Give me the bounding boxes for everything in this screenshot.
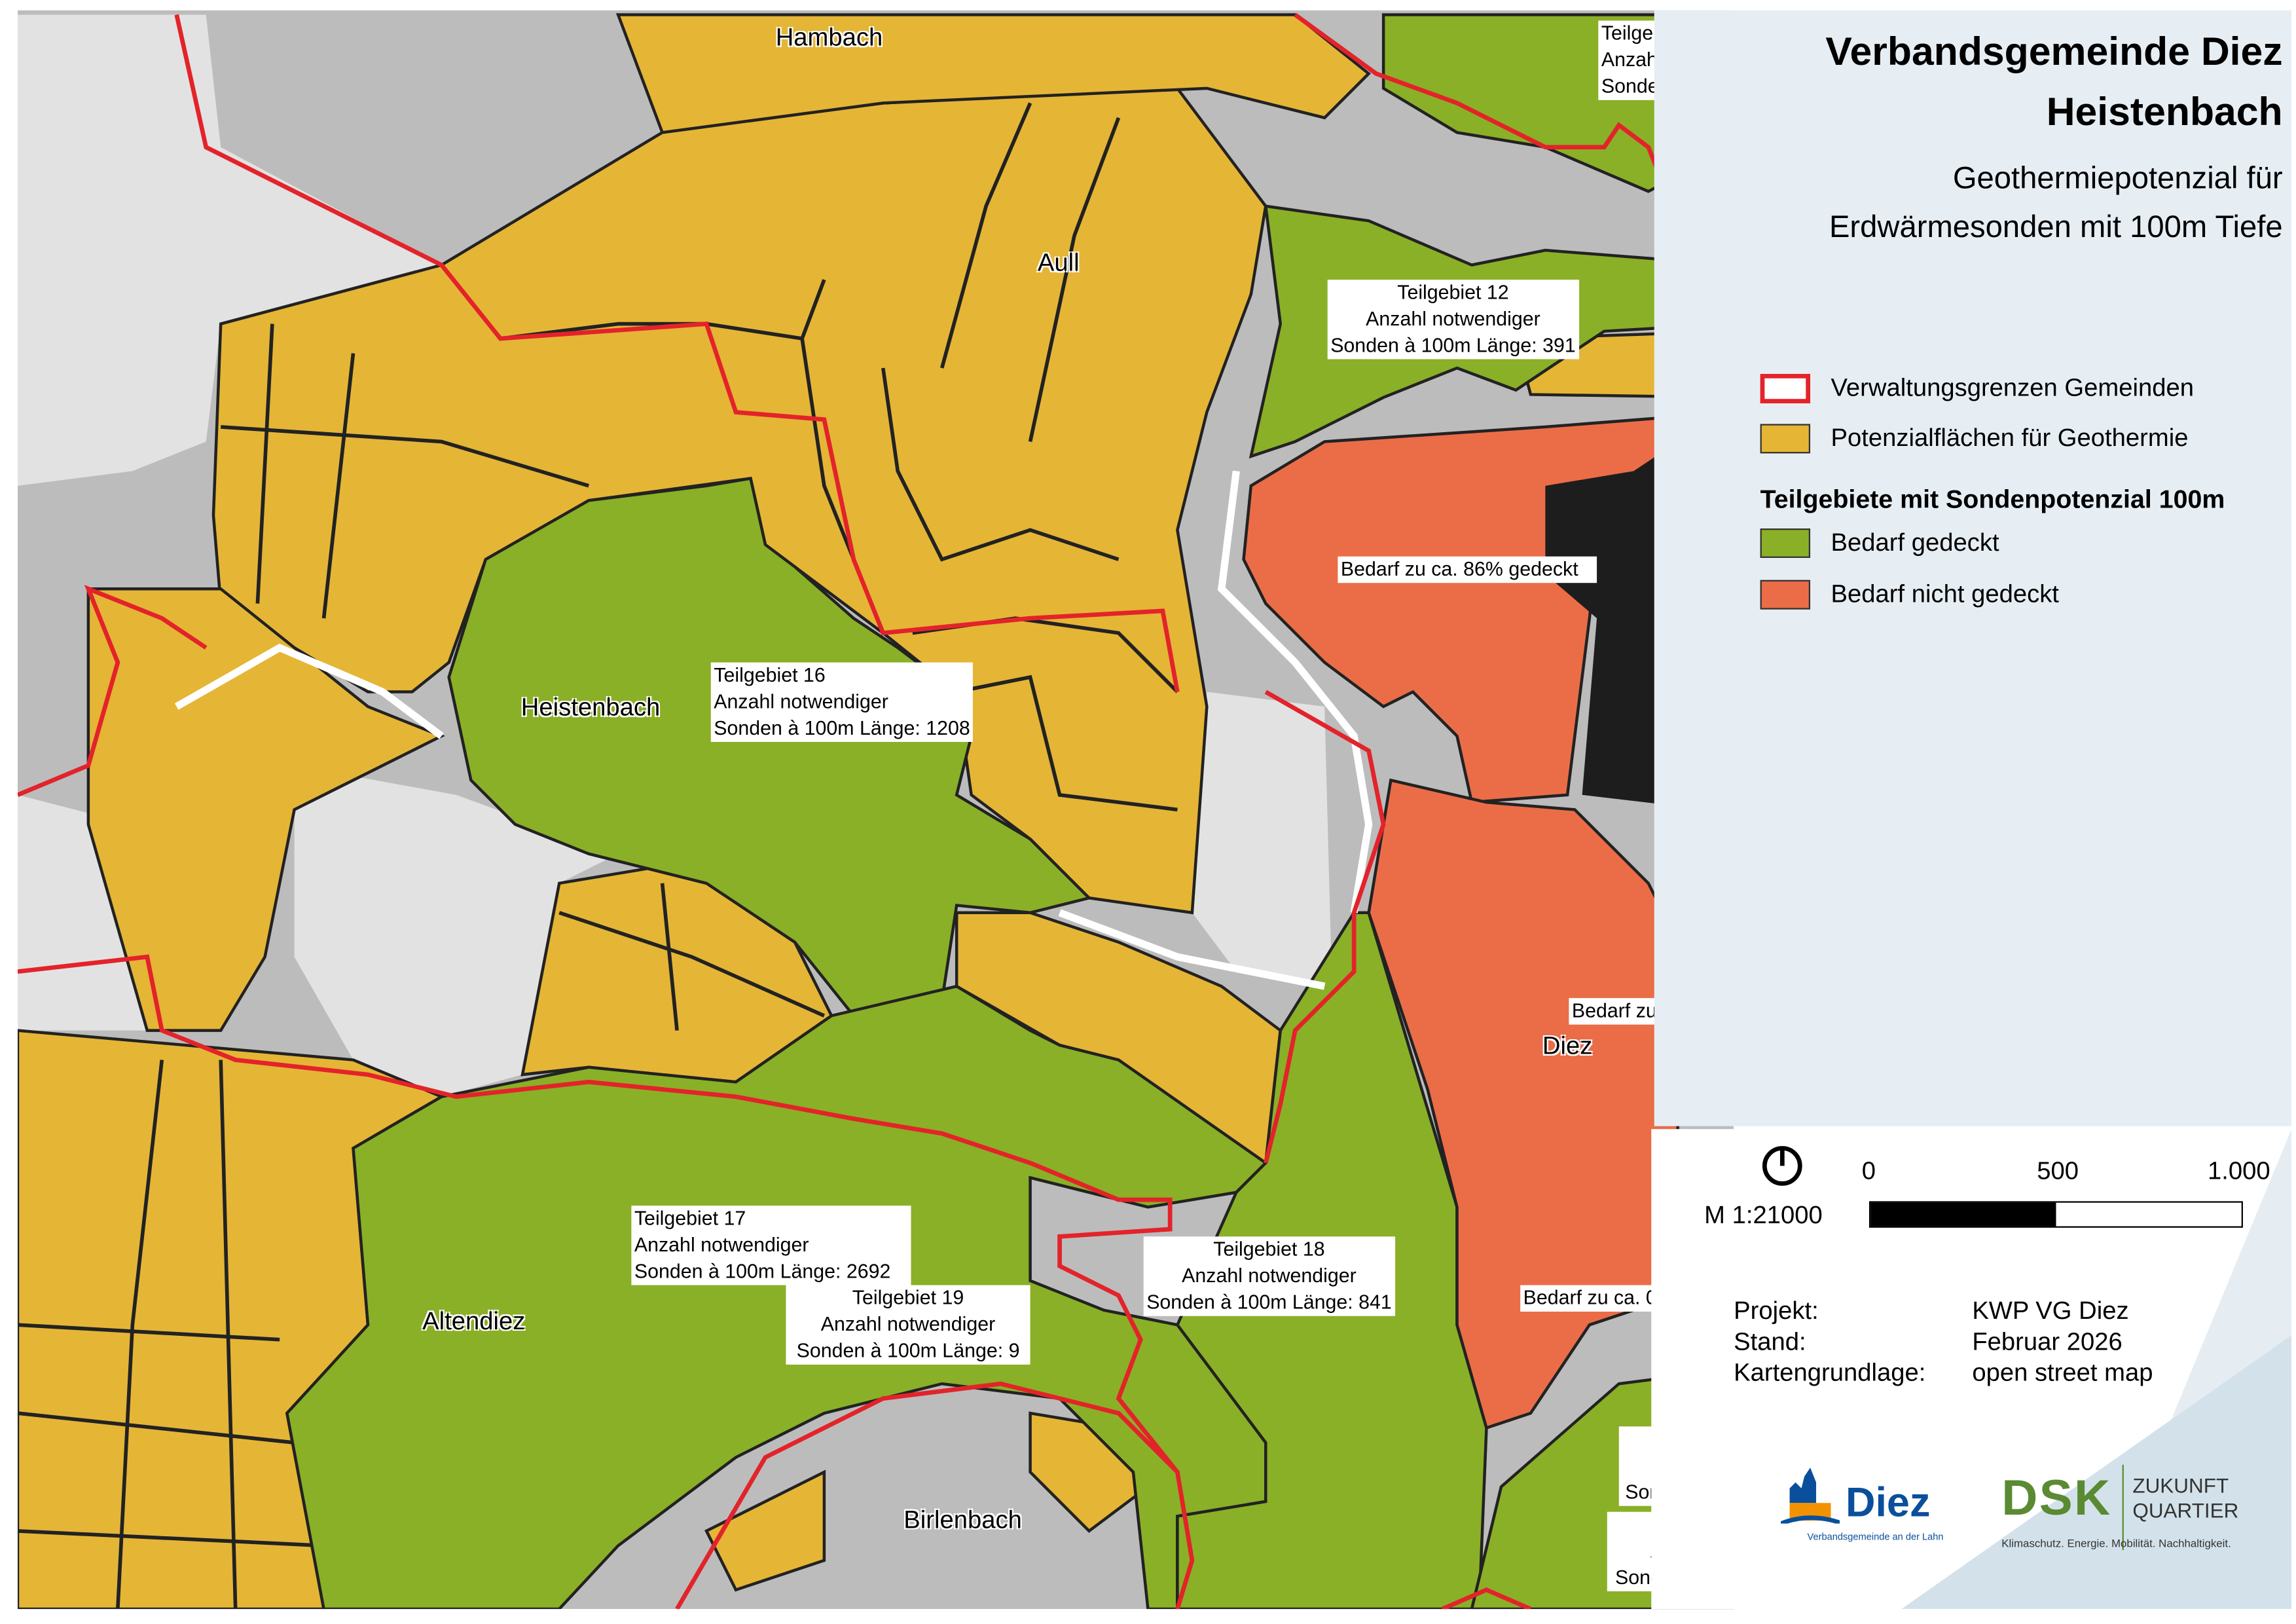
scale-tick-0: 0 xyxy=(1861,1156,1876,1185)
place-label-heistenbach: Heistenbach xyxy=(520,693,661,722)
info-panel: 0 500 1.000 M 1:21000 Projekt: Stand: Kart… xyxy=(1651,1129,2292,1610)
map-title: Verbandsgemeinde Diez Heistenbach xyxy=(1825,29,2283,134)
legend-item-boundaries: Verwaltungsgrenzen Gemeinden xyxy=(1760,373,2194,403)
area-label-12: Teilgebiet 12 Anzahl notwendiger Sonden à … xyxy=(1327,280,1579,360)
scale-tick-500: 500 xyxy=(2037,1156,2079,1185)
legend-item-covered: Bedarf gedeckt xyxy=(1760,528,1999,558)
area-label-diez-partial: Bedarf zu xyxy=(1569,998,1658,1025)
place-label-diez: Diez xyxy=(1542,1031,1593,1060)
administrative-boundaries xyxy=(17,12,1724,1610)
meta-keys: Projekt: Stand: Kartengrundlage: xyxy=(1734,1297,1926,1387)
area-label-16: Teilgebiet 16 Anzahl notwendiger Sonden à … xyxy=(710,662,974,742)
area-label-86-percent: Bedarf zu ca. 86% gedeckt xyxy=(1338,556,1597,583)
legend-swatch xyxy=(1760,424,1811,454)
legend-panel: Verbandsgemeinde Diez Heistenbach Geother… xyxy=(1654,10,2292,1126)
north-arrow-icon xyxy=(1762,1146,1802,1186)
area-label-17: Teilgebiet 17 Anzahl notwendiger Sonden à … xyxy=(631,1206,911,1285)
scale-tick-1000: 1.000 xyxy=(2207,1156,2270,1185)
place-label-birlenbach: Birlenbach xyxy=(903,1505,1022,1534)
scale-ratio: M 1:21000 xyxy=(1704,1201,1823,1230)
area-label-18: Teilgebiet 18 Anzahl notwendiger Sonden à … xyxy=(1143,1236,1395,1316)
dsk-logo: DSK ZUKUNFT QUARTIER Klimaschutz. Energie… xyxy=(2001,1464,2267,1553)
place-label-aull: Aull xyxy=(1037,248,1080,277)
decorative-triangles xyxy=(1901,1129,2292,1610)
diez-logo: Diez Verbandsgemeinde an der Lahn xyxy=(1781,1465,1944,1553)
place-label-hambach: Hambach xyxy=(775,23,883,52)
castle-icon xyxy=(1781,1467,1840,1524)
legend-item-potential: Potenzialflächen für Geothermie xyxy=(1760,424,2188,454)
meta-values: KWP VG Diez Februar 2026 open street map xyxy=(1972,1297,2153,1387)
legend-item-not-covered: Bedarf nicht gedeckt xyxy=(1760,580,2059,610)
map-subtitle: Geothermiepotenzial für Erdwärmesonden mi… xyxy=(1829,162,2283,245)
legend-swatch xyxy=(1760,528,1811,558)
scale-bar xyxy=(1868,1201,2243,1228)
covered-areas xyxy=(285,13,1734,1610)
area-label-19: Teilgebiet 19 Anzahl notwendiger Sonden à … xyxy=(786,1285,1030,1365)
place-label-altendiez: Altendiez xyxy=(422,1307,526,1335)
legend-group-title: Teilgebiete mit Sondenpotenzial 100m xyxy=(1760,484,2225,514)
legend-swatch xyxy=(1760,373,1811,403)
legend-swatch xyxy=(1760,580,1811,610)
roads xyxy=(174,470,1373,990)
